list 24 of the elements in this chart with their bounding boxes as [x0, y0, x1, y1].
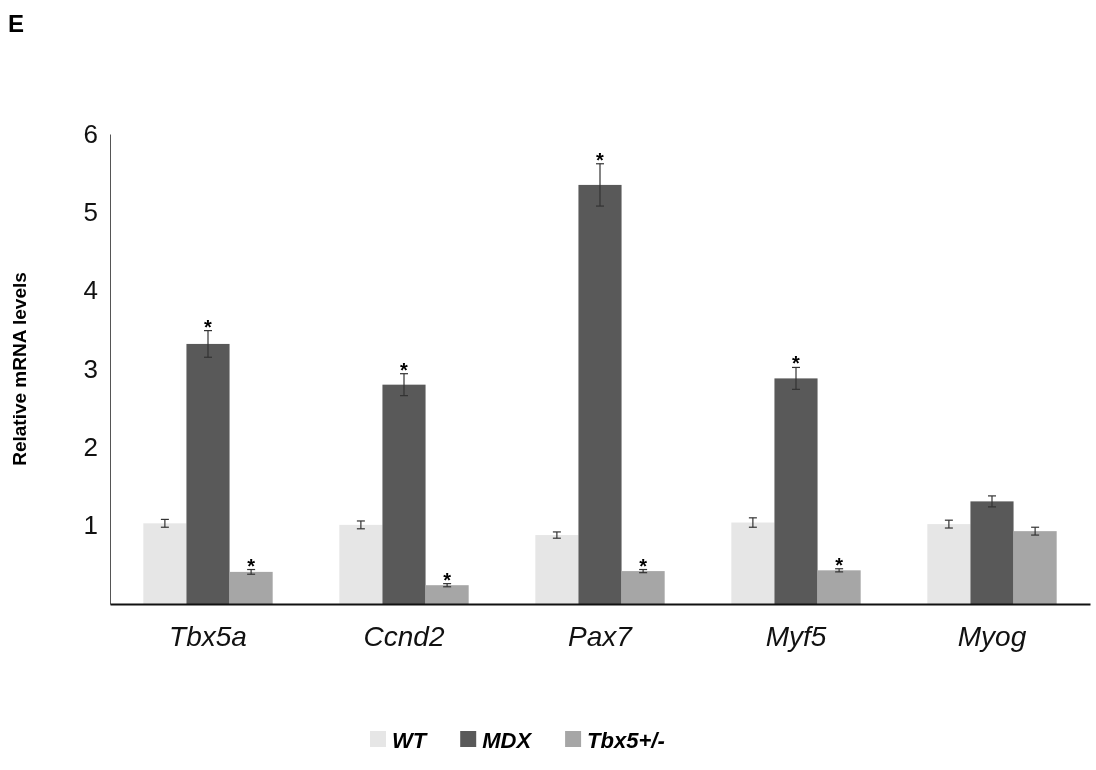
data-label: * — [792, 352, 801, 375]
data-label: * — [247, 554, 256, 577]
data-label: * — [400, 358, 409, 381]
legend-label: WT — [392, 728, 428, 753]
legend-label: MDX — [482, 728, 533, 753]
y-tick-label: 2 — [83, 432, 98, 463]
x-tick-label: Myog — [957, 620, 1027, 652]
data-label: * — [835, 553, 844, 576]
x-tick-label: Pax7 — [568, 620, 634, 652]
y-tick-label: 6 — [83, 118, 98, 149]
x-tick-label: Ccnd2 — [363, 620, 445, 652]
x-tick-label: Tbx5a — [169, 620, 247, 652]
y-tick-label: 3 — [83, 353, 98, 384]
x-tick-label: Myf5 — [765, 620, 827, 652]
data-label: * — [596, 148, 605, 171]
data-label: * — [639, 554, 648, 577]
legend-label: Tbx5+/- — [587, 728, 665, 753]
y-tick-label: 5 — [83, 197, 98, 228]
y-axis-title: Relative mRNA levels — [9, 272, 30, 466]
y-tick-label: 1 — [83, 510, 98, 541]
y-tick-label: 4 — [83, 275, 98, 306]
text: E — [8, 10, 25, 37]
data-label: * — [443, 568, 452, 591]
data-label: * — [204, 315, 213, 338]
